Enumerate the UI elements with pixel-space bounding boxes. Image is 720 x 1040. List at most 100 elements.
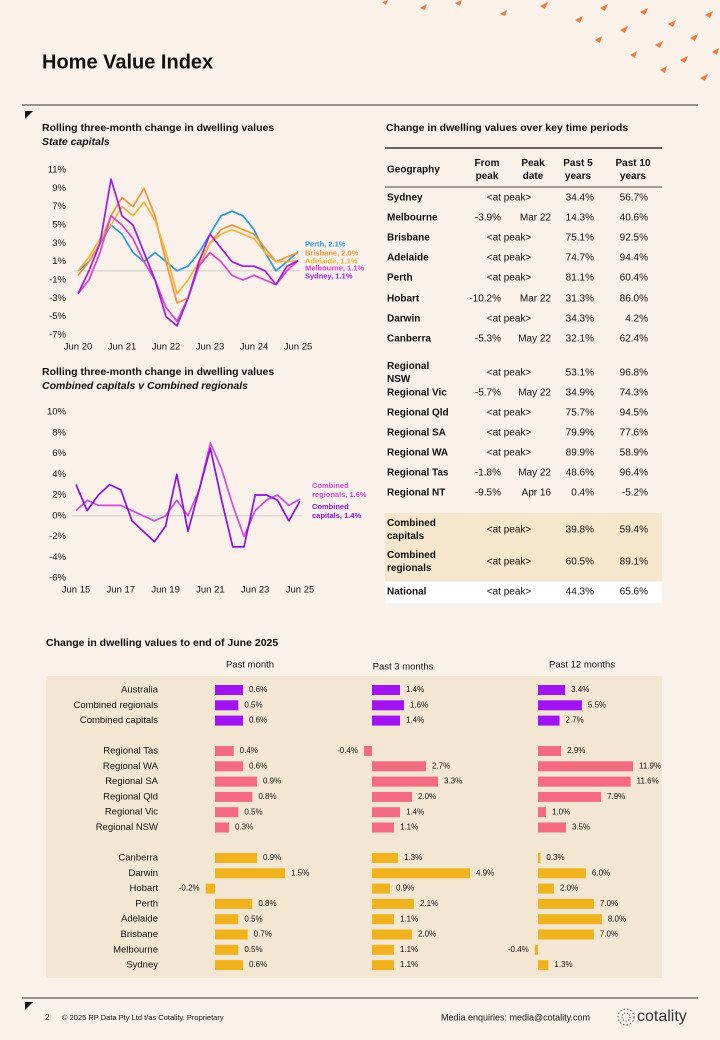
cell: 96.4% xyxy=(619,467,648,479)
category-label: Regional NSW xyxy=(96,822,158,833)
bar xyxy=(215,791,253,802)
decor xyxy=(668,20,676,27)
y-tick-label: 2% xyxy=(52,490,66,501)
value-label: 2.9% xyxy=(567,746,585,755)
chart-subtitle: State capitals xyxy=(42,136,110,148)
bar xyxy=(215,914,239,925)
panel-title: Past month xyxy=(226,660,274,671)
x-tick-label: Jun 25 xyxy=(286,585,315,596)
value-label: 0.8% xyxy=(258,899,276,908)
row-label: Regional WA xyxy=(387,447,449,459)
row-label: Regional SA xyxy=(387,427,446,439)
y-tick-label: 8% xyxy=(52,427,66,438)
bar xyxy=(538,929,594,940)
decor xyxy=(595,36,602,43)
decor xyxy=(712,48,719,55)
cell: -10.2% xyxy=(469,293,501,304)
corner-mark xyxy=(25,111,33,119)
value-label: 1.1% xyxy=(400,960,418,969)
value-label: 4.9% xyxy=(476,868,494,877)
bar xyxy=(538,868,586,879)
x-tick-label: Jun 20 xyxy=(64,342,93,353)
value-label: 0.5% xyxy=(244,914,262,923)
bar xyxy=(372,685,400,695)
category-label: Sydney xyxy=(126,960,158,971)
logo-ring xyxy=(621,1012,631,1022)
value-label: 7.0% xyxy=(600,899,618,908)
cell: <at peak> xyxy=(486,407,532,419)
value-label: 1.1% xyxy=(400,823,418,832)
bar xyxy=(538,914,602,925)
cell: <at peak> xyxy=(486,232,532,244)
value-label: 0.6% xyxy=(249,960,267,969)
row-label: Darwin xyxy=(387,313,421,325)
bar xyxy=(215,929,248,940)
column-header: Peak date xyxy=(521,158,545,182)
value-label: 1.1% xyxy=(400,914,418,923)
cell: 92.5% xyxy=(619,232,648,244)
bar xyxy=(372,883,390,894)
cell: 40.6% xyxy=(619,212,648,224)
cell: May 22 xyxy=(518,333,551,345)
row-label: Brisbane xyxy=(387,232,430,244)
legend-label: Perth, 2.1% xyxy=(305,239,346,249)
category-label: Hobart xyxy=(129,883,158,894)
category-label: Regional Vic xyxy=(105,807,158,818)
legend-label: Brisbane, 2.0% xyxy=(305,248,359,258)
x-tick-label: Jun 21 xyxy=(108,342,137,353)
category-label: Adelaide xyxy=(121,914,158,925)
cell: <at peak> xyxy=(486,556,532,568)
category-label: Regional WA xyxy=(103,761,159,772)
bar xyxy=(215,776,257,787)
x-tick-label: Jun 23 xyxy=(196,342,225,353)
decor xyxy=(420,4,427,10)
cell: <at peak> xyxy=(486,192,532,204)
series-line xyxy=(77,187,299,304)
decor xyxy=(705,11,713,18)
value-label: 2.7% xyxy=(566,716,584,725)
category-label: Regional Qld xyxy=(103,791,158,802)
cell: -1.8% xyxy=(474,467,501,479)
bar xyxy=(372,853,398,863)
decor xyxy=(620,26,628,33)
y-tick-label: -7% xyxy=(49,330,66,341)
y-tick-label: 11% xyxy=(48,164,67,175)
value-label: 3.5% xyxy=(572,823,590,832)
bar xyxy=(215,685,243,695)
cell: -9.5% xyxy=(474,487,501,499)
y-tick-label: -2% xyxy=(49,531,66,542)
value-label: 2.0% xyxy=(418,792,436,801)
value-label: 1.0% xyxy=(552,807,570,816)
table-band xyxy=(385,582,662,603)
value-label: 3.3% xyxy=(444,777,462,786)
legend-label: Combined capitals, 1.4% xyxy=(312,502,362,520)
x-tick-label: Jun 21 xyxy=(196,585,225,596)
cell: 75.7% xyxy=(565,407,594,419)
bar xyxy=(215,761,243,772)
cell: Mar 22 xyxy=(519,293,551,304)
series-line xyxy=(75,442,301,538)
value-label: 0.3% xyxy=(546,853,564,862)
decor xyxy=(660,66,667,73)
cell: -5.3% xyxy=(474,333,501,345)
value-label: 1.5% xyxy=(291,868,309,877)
row-label: Melbourne xyxy=(387,212,438,224)
row-label: Regional NT xyxy=(387,487,446,499)
bar xyxy=(215,853,257,863)
value-label: 0.5% xyxy=(244,945,262,954)
cell: 75.1% xyxy=(565,232,594,244)
logo-text: cotality xyxy=(637,1008,687,1025)
cell: 65.6% xyxy=(619,586,648,598)
x-tick-label: Jun 23 xyxy=(241,585,270,596)
decor xyxy=(700,74,708,81)
legend-label: Sydney, 1.1% xyxy=(305,271,353,281)
value-label: 7.0% xyxy=(600,930,618,939)
value-label: 0.9% xyxy=(263,777,281,786)
category-label: Canberra xyxy=(118,853,158,864)
cell: <at peak> xyxy=(486,272,532,284)
bar xyxy=(538,883,554,894)
bar xyxy=(215,715,243,726)
bar xyxy=(372,868,470,879)
